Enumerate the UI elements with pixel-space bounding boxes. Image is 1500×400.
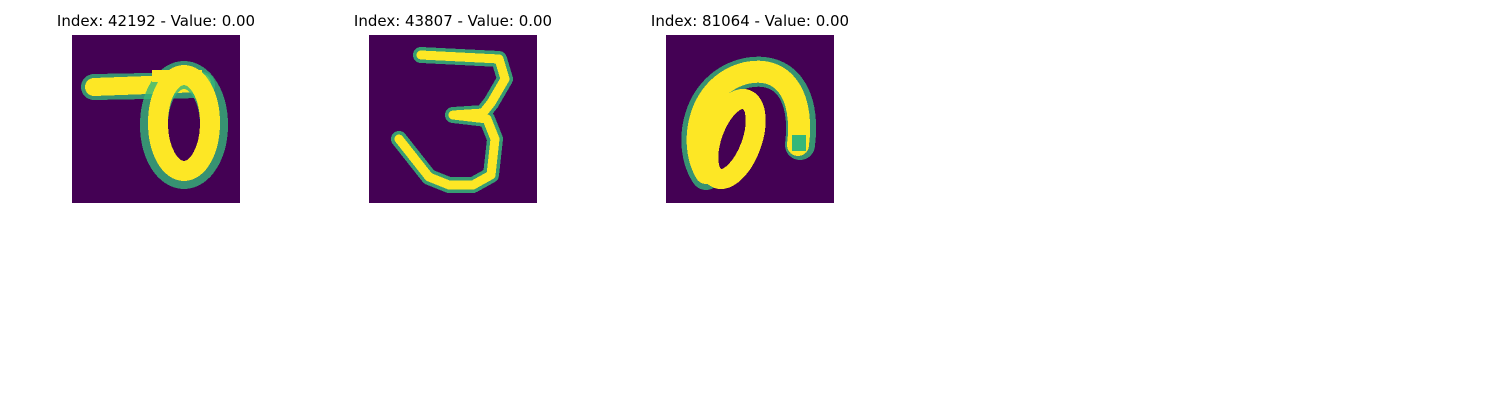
panel-title: Index: 42192 - Value: 0.00 — [56, 12, 256, 30]
digit-image — [369, 35, 537, 203]
digit-image — [666, 35, 834, 203]
panel-title: Index: 43807 - Value: 0.00 — [353, 12, 553, 30]
digit-image — [72, 35, 240, 203]
panel-title: Index: 81064 - Value: 0.00 — [650, 12, 850, 30]
